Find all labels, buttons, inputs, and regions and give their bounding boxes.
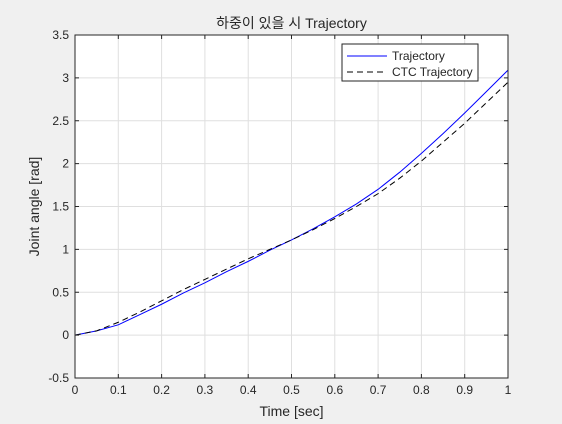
x-tick-label: 0.9: [456, 383, 473, 397]
x-tick-label: 1: [505, 383, 512, 397]
series-layer: [74, 69, 509, 336]
chart-title: 하중이 있을 시 Trajectory: [216, 15, 367, 31]
legend-box: [341, 43, 479, 82]
y-tick-label: 0.5: [52, 285, 69, 299]
x-tick-label: 0.1: [110, 383, 127, 397]
y-axis-label: Joint angle [rad]: [26, 157, 42, 257]
x-tick-label: 0: [72, 383, 79, 397]
y-tick-label: 2.5: [52, 114, 69, 128]
x-tick-label: 0.7: [370, 383, 387, 397]
y-tick-label: 2: [62, 157, 69, 171]
x-tick-label: 0.6: [326, 383, 343, 397]
legend-label-trajectory: Trajectory: [392, 49, 445, 63]
x-tick-label: 0.8: [413, 383, 430, 397]
y-tick-label: 3: [62, 71, 69, 85]
y-tick-label: -0.5: [48, 371, 69, 385]
legend: Trajectory CTC Trajectory: [341, 43, 479, 82]
x-tick-label: 0.3: [197, 383, 214, 397]
series-line-trajectory: [74, 69, 509, 336]
x-tick-label: 0.5: [283, 383, 300, 397]
x-tick-label: 0.2: [153, 383, 170, 397]
x-tick-label: 0.4: [240, 383, 257, 397]
y-tick-label: 1.5: [52, 200, 69, 214]
x-axis-label: Time [sec]: [259, 403, 323, 419]
ticks: 0 0.1 0.2 0.3 0.4 0.5 0.6 0.7 0.8 0.9 1-0.500.511.…: [48, 28, 511, 397]
y-tick-label: 1: [62, 242, 69, 256]
y-tick-label: 0: [62, 328, 69, 342]
legend-label-ctc-trajectory: CTC Trajectory: [392, 65, 473, 79]
y-tick-label: 3.5: [52, 28, 69, 42]
